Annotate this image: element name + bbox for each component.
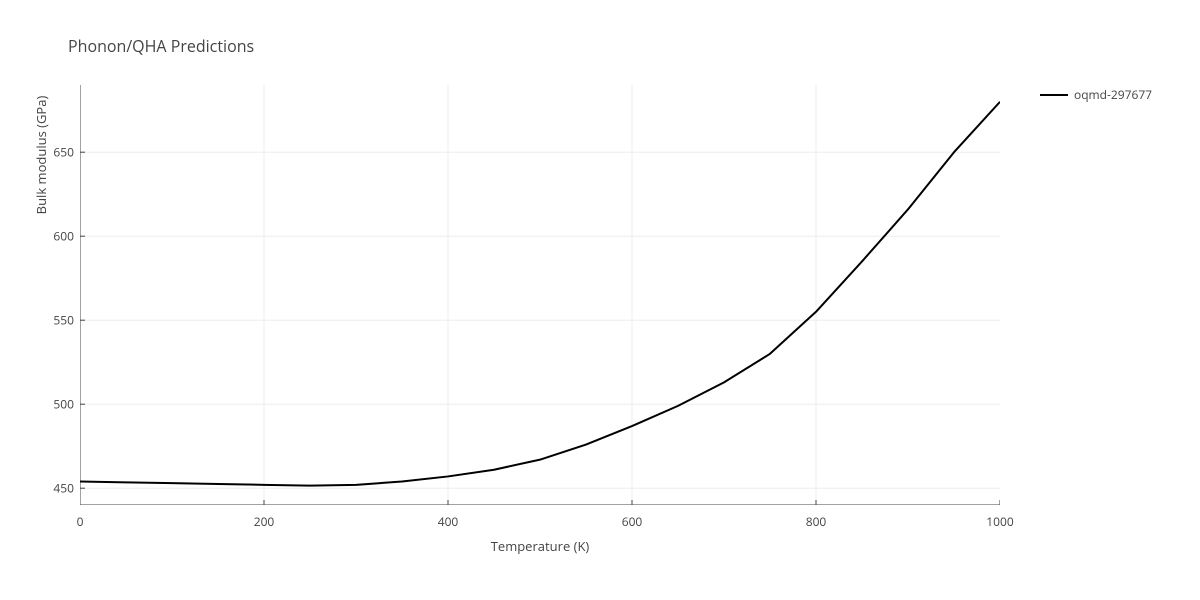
legend-line-icon — [1040, 94, 1068, 96]
y-tick-label: 550 — [46, 312, 74, 329]
y-axis-label: Bulk modulus (GPa) — [32, 0, 50, 365]
plot-area — [80, 85, 1000, 505]
x-tick-label: 0 — [77, 513, 84, 530]
chart-container: Phonon/QHA Predictions Temperature (K) B… — [0, 0, 1200, 600]
x-tick-label: 600 — [622, 513, 643, 530]
y-tick-label: 450 — [46, 480, 74, 497]
y-tick-label: 650 — [46, 144, 74, 161]
x-tick-label: 800 — [806, 513, 827, 530]
y-tick-label: 600 — [46, 228, 74, 245]
series-line — [80, 102, 1000, 486]
x-tick-label: 400 — [438, 513, 459, 530]
legend: oqmd-297677 — [1040, 86, 1152, 103]
x-tick-label: 1000 — [986, 513, 1013, 530]
legend-label: oqmd-297677 — [1074, 86, 1152, 103]
chart-title: Phonon/QHA Predictions — [68, 35, 254, 57]
y-tick-label: 500 — [46, 396, 74, 413]
x-tick-label: 200 — [254, 513, 275, 530]
x-axis-label: Temperature (K) — [80, 537, 1000, 555]
